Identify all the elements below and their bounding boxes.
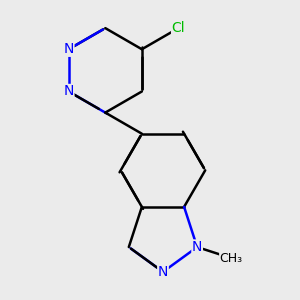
Text: N: N: [64, 85, 74, 98]
Text: N: N: [192, 240, 202, 254]
Text: N: N: [158, 265, 168, 279]
Text: CH₃: CH₃: [220, 252, 243, 265]
Text: Cl: Cl: [172, 21, 185, 35]
Text: N: N: [64, 42, 74, 56]
